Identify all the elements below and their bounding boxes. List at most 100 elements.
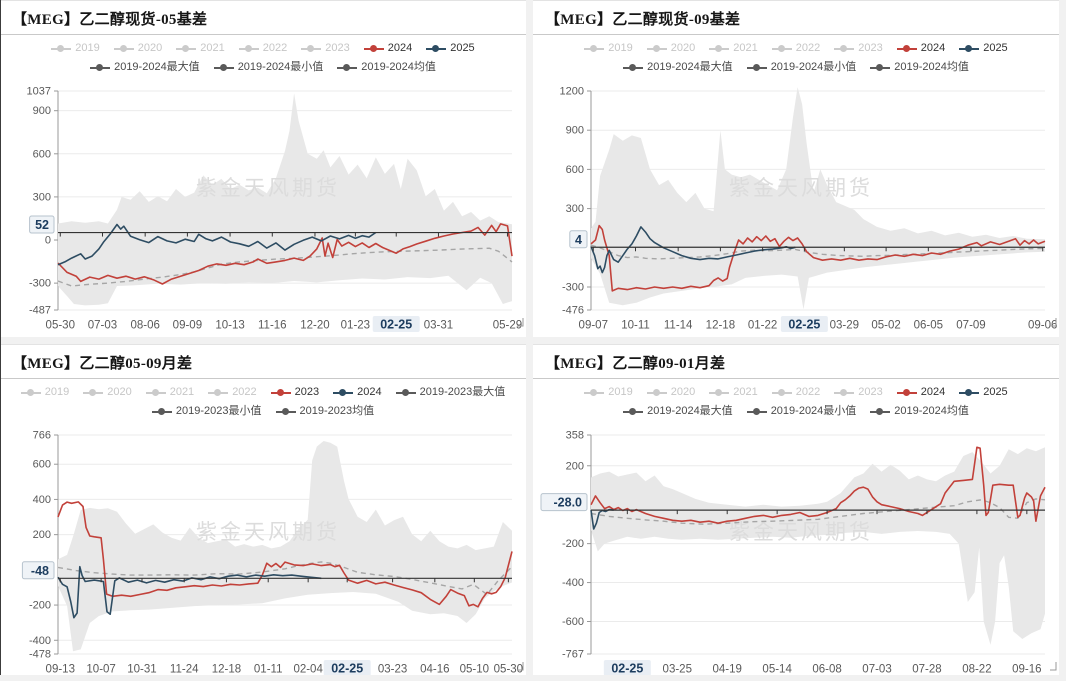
- legend-marker-icon: [623, 64, 644, 71]
- legend-label: 2019-2023均值: [299, 405, 375, 417]
- current-value-badge: 4: [569, 230, 588, 249]
- legend-item-2024[interactable]: 2024: [896, 40, 945, 57]
- legend-item-2019-2024最小值[interactable]: 2019-2024最小值: [746, 59, 856, 76]
- legend-marker-icon: [870, 408, 891, 415]
- legend-item-2019-2024最大值[interactable]: 2019-2024最大值: [623, 403, 733, 420]
- watermark: 紫金天风期货: [196, 177, 340, 200]
- chart-card-0509-spread: 【MEG】乙二醇05-09月差 2019 2020 2021 2022 2023 2024…: [0, 344, 526, 675]
- legend-item-2019-2024最小值[interactable]: 2019-2024最小值: [746, 403, 856, 420]
- legend-marker-icon: [959, 45, 980, 52]
- x-tick-label: 09-13: [46, 664, 75, 676]
- legend-item-2025[interactable]: 2025: [426, 40, 475, 57]
- legend-item-2022[interactable]: 2022: [208, 384, 257, 401]
- x-tick-label: 06-08: [812, 664, 841, 676]
- legend-item-2023[interactable]: 2023: [301, 40, 350, 57]
- legend-item-2021[interactable]: 2021: [145, 384, 194, 401]
- legend-item-2025[interactable]: 2025: [959, 384, 1008, 401]
- legend-marker-icon: [363, 45, 384, 52]
- chart-plot[interactable]: 766 600 400 200 -200 -400 -478 紫金天风期货 09-13 10-07…: [0, 421, 526, 675]
- legend-marker-icon: [301, 45, 322, 52]
- legend-item-2019-2023最大值[interactable]: 2019-2023最大值: [395, 384, 506, 401]
- current-date-badge: [372, 316, 420, 332]
- legend-item-2019[interactable]: 2019: [584, 384, 633, 401]
- legend-item-2019-2023均值[interactable]: 2019-2023均值: [275, 403, 375, 420]
- legend-item-2020[interactable]: 2020: [646, 384, 695, 401]
- legend-item-2019-2024均值[interactable]: 2019-2024均值: [870, 403, 969, 420]
- legend-item-2025[interactable]: 2025: [959, 40, 1008, 57]
- legend-item-2022[interactable]: 2022: [238, 40, 288, 57]
- x-tick-label: 03-25: [663, 664, 692, 676]
- y-tick-label: -400: [562, 577, 584, 589]
- legend-marker-icon: [584, 45, 605, 52]
- legend-label: 2019-2023最大值: [419, 386, 506, 398]
- y-tick-label: 200: [33, 529, 51, 541]
- x-tick-label: 03-31: [424, 320, 453, 332]
- y-tick-label: -300: [29, 278, 51, 290]
- legend-item-2024[interactable]: 2024: [896, 384, 945, 401]
- watermark: 紫金天风期货: [729, 521, 873, 544]
- y-tick-label: 400: [33, 494, 51, 506]
- legend-item-2019[interactable]: 2019: [51, 40, 100, 57]
- x-tick-label: 10-11: [621, 320, 650, 332]
- legend-marker-icon: [834, 45, 855, 52]
- legend-item-2019[interactable]: 2019: [584, 40, 633, 57]
- legend-item-2021[interactable]: 2021: [176, 40, 225, 57]
- x-tick-label: 01-23: [341, 320, 370, 332]
- x-tick-label: 05-29: [493, 320, 522, 332]
- chart-plot[interactable]: 1200 900 600 300 -300 -476 紫金天风期货 09-07 10-11 11-…: [533, 77, 1059, 337]
- x-tick-label: 05-14: [762, 664, 792, 676]
- legend-label: 2019: [608, 386, 633, 398]
- y-tick-label: 766: [33, 430, 51, 442]
- legend-item-2020[interactable]: 2020: [646, 40, 696, 57]
- legend-label: 2019: [608, 42, 633, 54]
- legend-item-2020[interactable]: 2020: [83, 384, 132, 401]
- watermark: 紫金天风期货: [196, 521, 340, 544]
- current-value-badge: -48: [21, 561, 55, 580]
- legend-label: 2019-2024最大值: [647, 61, 733, 73]
- legend-marker-icon: [584, 389, 605, 396]
- series-line-2024: [590, 446, 1046, 524]
- legend-item-2024[interactable]: 2024: [333, 384, 382, 401]
- y-tick-label: 0: [45, 235, 51, 247]
- chart-card-09-basis: 【MEG】乙二醇现货-09基差 2019 2020 2021 2022 2023 2024…: [533, 0, 1059, 337]
- legend-marker-icon: [238, 45, 259, 52]
- legend-label: 2023: [294, 386, 320, 398]
- legend-item-2024[interactable]: 2024: [363, 40, 412, 57]
- legend-item-2022[interactable]: 2022: [771, 40, 820, 57]
- legend-label: 2019: [75, 42, 100, 54]
- x-tick-label: 11-24: [170, 664, 199, 676]
- chart-plot[interactable]: 1037 900 600 300 0 -300 -487 紫金天风期货 05-30 07-03 08…: [0, 77, 526, 337]
- legend-item-2019-2024均值[interactable]: 2019-2024均值: [337, 59, 436, 76]
- legend-item-2019[interactable]: 2019: [20, 384, 69, 401]
- legend-marker-icon: [834, 389, 855, 396]
- y-tick-label: 900: [566, 125, 584, 137]
- legend-marker-icon: [896, 389, 917, 396]
- legend-item-2019-2024最大值[interactable]: 2019-2024最大值: [90, 59, 200, 76]
- current-date-badge: [603, 660, 651, 675]
- legend-item-2021[interactable]: 2021: [709, 384, 758, 401]
- legend-item-2019-2023最小值[interactable]: 2019-2023最小值: [151, 403, 262, 420]
- minmax-band: [58, 441, 512, 652]
- legend-label: 2019-2023最小值: [175, 405, 262, 417]
- legend-item-2022[interactable]: 2022: [771, 384, 820, 401]
- legend-label: 2022: [232, 386, 257, 398]
- legend-item-2019-2024最大值[interactable]: 2019-2024最大值: [623, 59, 733, 76]
- legend-marker-icon: [709, 45, 730, 52]
- legend-item-2021[interactable]: 2021: [709, 40, 758, 57]
- chart-plot[interactable]: 358 200 -200 -400 -600 -767 紫金天风期货 02-25 03-25 04…: [533, 421, 1059, 675]
- legend-item-2023[interactable]: 2023: [270, 384, 320, 401]
- axis-corner-mark: [517, 662, 524, 671]
- legend-marker-icon: [151, 408, 172, 415]
- legend-label: 2020: [670, 42, 696, 54]
- legend-label: 2020: [107, 386, 132, 398]
- legend-marker-icon: [270, 389, 291, 396]
- legend-marker-icon: [646, 389, 667, 396]
- legend-item-2019-2024均值[interactable]: 2019-2024均值: [870, 59, 969, 76]
- legend-item-2023[interactable]: 2023: [834, 40, 883, 57]
- legend-item-2019-2024最小值[interactable]: 2019-2024最小值: [213, 59, 323, 76]
- legend-item-2020[interactable]: 2020: [113, 40, 162, 57]
- y-tick-label: -600: [562, 616, 584, 628]
- legend-item-2023[interactable]: 2023: [834, 384, 883, 401]
- legend-label: 2022: [262, 42, 288, 54]
